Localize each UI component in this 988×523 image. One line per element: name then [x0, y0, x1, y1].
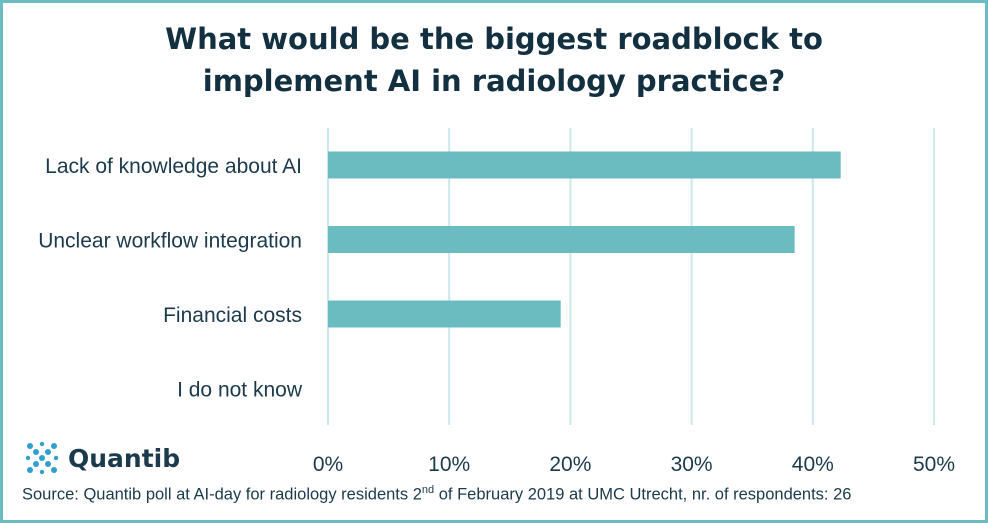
logo-dot: [51, 467, 57, 473]
logo-dot: [27, 467, 33, 473]
logo-dot: [39, 441, 45, 447]
logo-dot: [33, 461, 39, 467]
bar: [328, 300, 561, 328]
logo-dot: [45, 449, 51, 455]
bar: [328, 226, 795, 253]
x-tick-label: 10%: [428, 453, 470, 476]
x-tick-label: 0%: [313, 453, 343, 476]
logo-dot: [51, 443, 57, 449]
x-tick-label: 30%: [671, 453, 713, 476]
x-tick-label: 40%: [792, 453, 834, 476]
logo-dot: [33, 449, 39, 455]
bar: [328, 151, 841, 179]
quantib-logo-icon: [25, 441, 59, 475]
category-label: Lack of knowledge about AI: [45, 155, 302, 178]
quantib-logo-text: Quantib: [68, 443, 181, 473]
quantib-logo: Quantib: [24, 440, 180, 476]
category-label: Financial costs: [163, 304, 302, 327]
x-tick-label: 20%: [549, 453, 591, 476]
logo-dot: [53, 455, 59, 461]
logo-dot: [27, 443, 33, 449]
source-text-end: of February 2019 at UMC Utrecht, nr. of …: [434, 485, 852, 504]
category-label: I do not know: [177, 379, 303, 402]
logo-dot: [45, 461, 51, 467]
source-text-superscript: nd: [421, 484, 435, 496]
chart-title-line-2: implement AI in radiology practice?: [202, 64, 786, 98]
source-note: Source: Quantib poll at AI-day for radio…: [22, 484, 851, 505]
logo-dot: [25, 455, 31, 461]
logo-dot: [39, 455, 45, 461]
logo-dot: [39, 469, 45, 475]
source-text-start: Source: Quantib poll at AI-day for radio…: [22, 485, 422, 504]
x-tick-label: 50%: [913, 453, 955, 476]
category-label: Unclear workflow integration: [38, 230, 302, 253]
chart-title: What would be the biggest roadblock to i…: [0, 18, 988, 102]
chart-title-line-1: What would be the biggest roadblock to: [165, 22, 823, 56]
